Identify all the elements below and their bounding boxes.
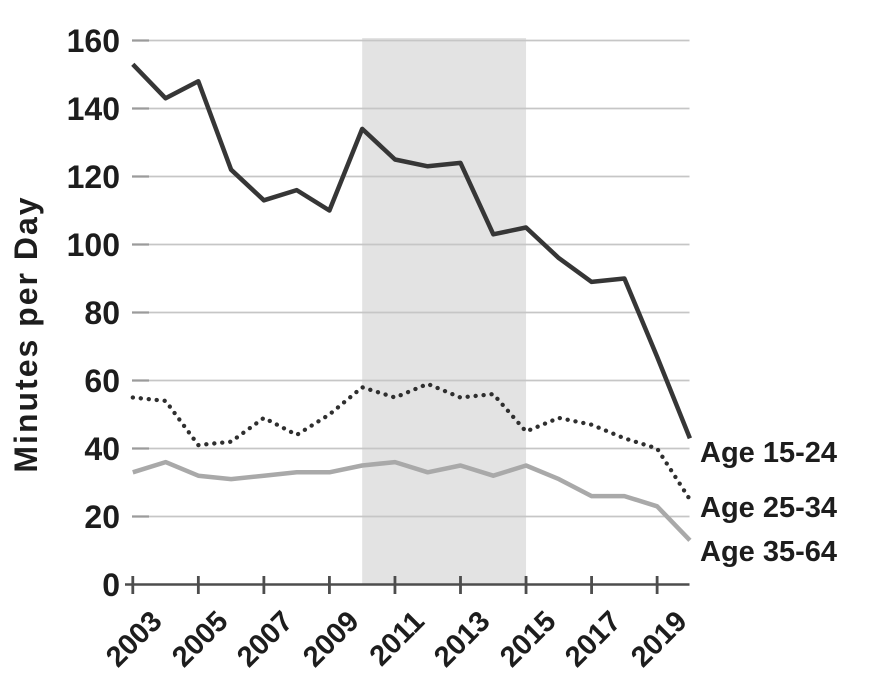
y-tick-label: 0	[102, 566, 120, 603]
y-tick-label: 40	[84, 430, 120, 467]
line-age-15-24	[131, 62, 692, 440]
line-age-25-34	[130, 381, 693, 502]
y-tick-label: 60	[84, 362, 120, 399]
series-end-label-age-15-24: Age 15-24	[700, 437, 838, 469]
y-tick-label: 160	[66, 22, 120, 59]
line-age-35-64	[132, 459, 692, 542]
y-tick-label: 20	[84, 498, 120, 535]
y-tick-label: 120	[66, 158, 120, 195]
series-end-label-age-35-64: Age 35-64	[700, 536, 838, 568]
y-tick-label: 80	[84, 294, 120, 331]
highlight-band	[362, 38, 527, 585]
series-end-label-age-25-34: Age 25-34	[700, 492, 838, 524]
y-tick-label: 140	[66, 90, 120, 127]
y-tick-label: 100	[66, 226, 120, 263]
